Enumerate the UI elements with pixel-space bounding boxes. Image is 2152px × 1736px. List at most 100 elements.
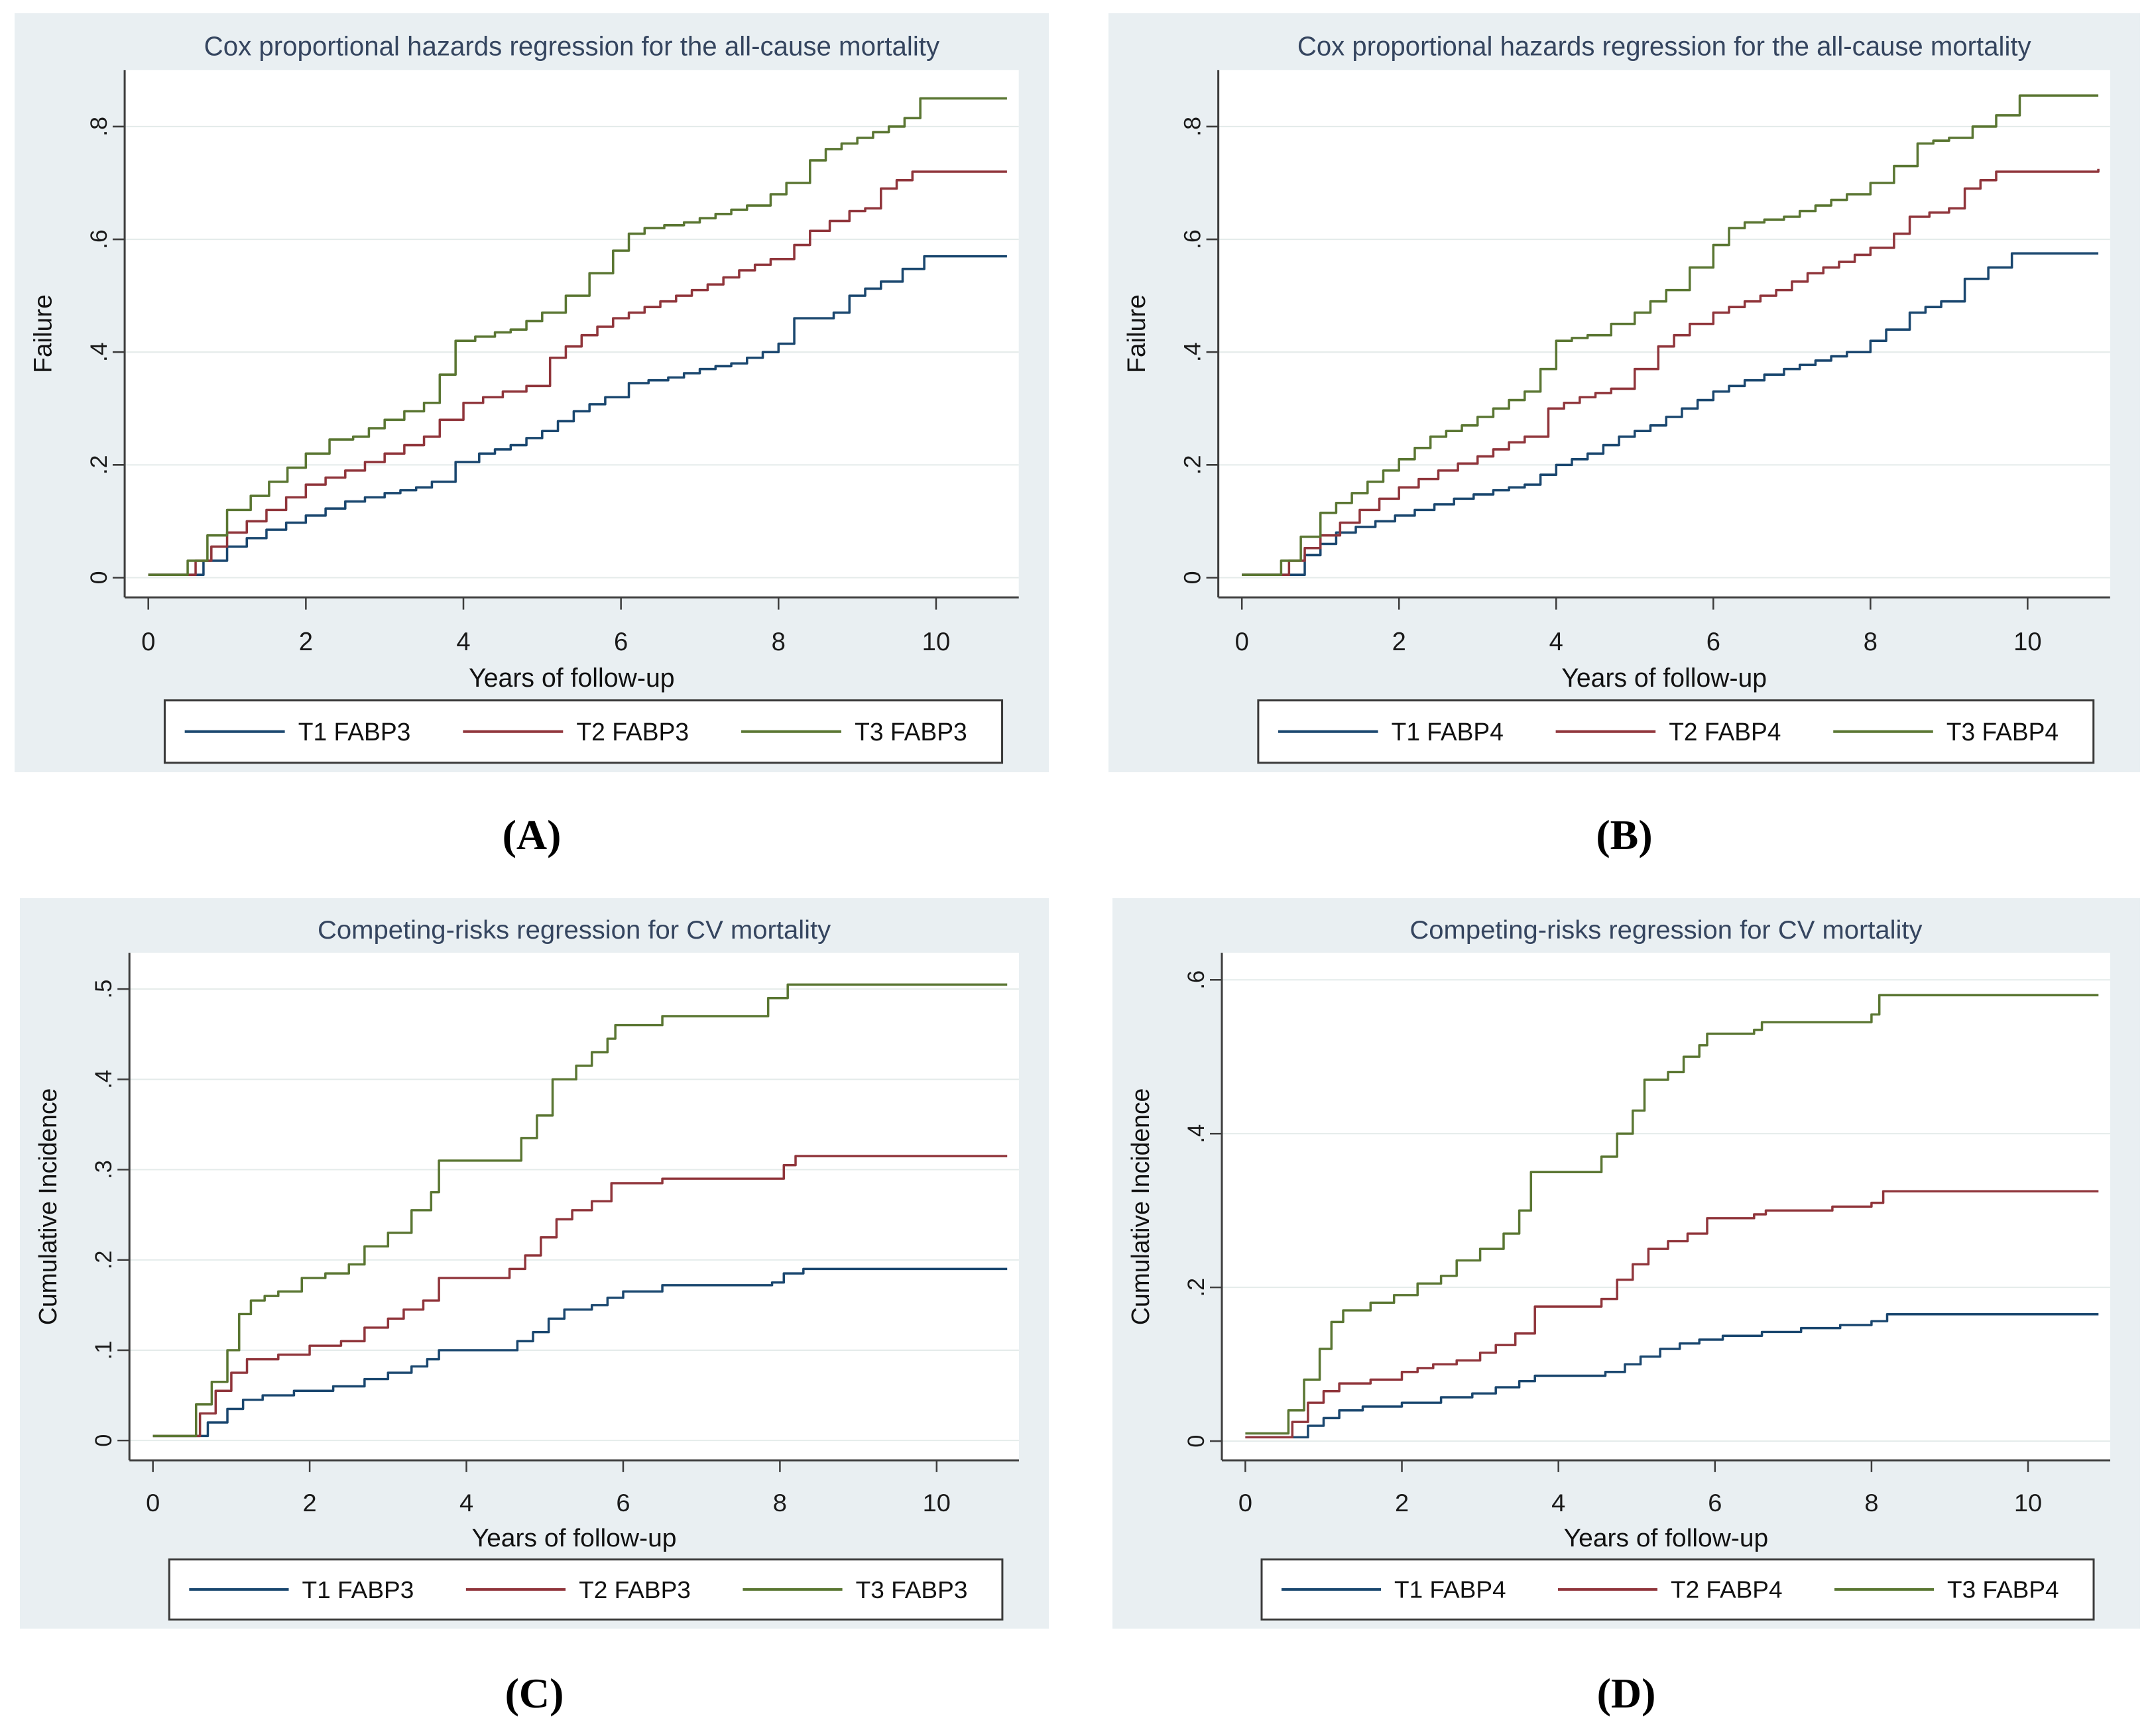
series-t3-fabp4 [1242,94,2099,576]
y-tick-label: .4 [91,1070,117,1089]
x-axis-title: Years of follow-up [1561,664,1767,693]
chart-svg-a: Cox proportional hazards regression for … [29,30,1019,764]
plot-area [1222,953,2110,1461]
series-t2-fabp4 [1242,168,2100,576]
legend-box [1257,699,2095,764]
y-tick-label: .3 [91,1160,117,1179]
x-tick-label: 8 [1864,1489,1878,1517]
panel-a-cox-fabp3: Cox proportional hazards regression for … [15,13,1049,772]
chart-title: Cox proportional hazards regression for … [1297,30,2031,61]
x-tick-label: 4 [1549,628,1563,656]
series-t1-fabp4 [1242,252,2099,576]
y-axis-title: Cumulative Incidence [34,1088,62,1325]
legend-box [163,699,1004,764]
chart-svg-d: Competing-risks regression for CV mortal… [1126,915,2110,1621]
x-tick-label: 2 [303,1489,317,1517]
y-tick-label: .2 [86,455,112,475]
x-tick-label: 2 [1392,628,1406,656]
x-tick-label: 0 [1235,628,1249,656]
legend-label: T2 FABP4 [1671,1576,1783,1603]
y-tick-label: .8 [86,117,112,137]
x-tick-label: 10 [2013,628,2041,656]
y-tick-label: 0 [1184,1435,1209,1448]
x-axis-title: Years of follow-up [472,1524,677,1552]
legend-label: T2 FABP3 [579,1576,691,1603]
y-axis-title: Failure [29,294,58,373]
x-tick-label: 6 [1706,628,1720,656]
legend-label: T1 FABP3 [298,718,411,746]
legend-label: T1 FABP4 [1392,718,1504,746]
series-t2-fabp4 [1245,1190,2099,1439]
y-tick-label: .2 [1179,455,1206,475]
y-tick-label: .2 [91,1250,117,1269]
legend-label: T3 FABP4 [1947,1576,2059,1603]
x-tick-label: 2 [299,628,313,656]
legend-label: T3 FABP4 [1946,718,2059,746]
y-tick-label: .8 [1179,117,1206,137]
y-tick-label: .2 [1184,1278,1209,1297]
series-t2-fabp3 [148,170,1007,576]
y-axis-title: Cumulative Incidence [1126,1088,1154,1325]
series-t2-fabp3 [152,1155,1008,1438]
series-t1-fabp3 [148,255,1007,576]
chart-svg-c: Competing-risks regression for CV mortal… [34,915,1019,1621]
panel-letter-d: (D) [1596,1670,1656,1717]
y-tick-label: .6 [86,229,112,249]
x-tick-label: 6 [1708,1489,1722,1517]
x-axis-title: Years of follow-up [469,664,674,693]
x-tick-label: 2 [1395,1489,1409,1517]
series-t3-fabp4 [1245,994,2099,1435]
x-tick-label: 10 [923,1489,951,1517]
y-tick-label: .1 [91,1341,117,1360]
y-tick-label: .4 [1184,1124,1209,1143]
y-tick-label: 0 [1179,571,1206,585]
y-tick-label: 0 [86,571,112,585]
x-tick-label: 8 [1864,628,1878,656]
legend-label: T2 FABP4 [1669,718,1781,746]
panel-d-competing-risks-fabp4: Competing-risks regression for CV mortal… [1112,898,2140,1629]
chart-title: Cox proportional hazards regression for … [204,30,940,61]
y-tick-label: .6 [1184,970,1209,990]
legend-label: T1 FABP3 [302,1576,414,1603]
x-axis-title: Years of follow-up [1564,1524,1768,1552]
plot-area [125,70,1019,598]
chart-title: Competing-risks regression for CV mortal… [318,915,831,945]
x-tick-label: 6 [614,628,628,656]
panel-letter-a: (A) [502,811,562,858]
plot-area [129,953,1019,1461]
legend-label: T3 FABP3 [855,718,967,746]
y-tick-label: 0 [91,1434,117,1447]
series-t1-fabp4 [1245,1313,2099,1439]
x-tick-label: 10 [922,628,951,656]
series-t1-fabp3 [152,1267,1008,1438]
chart-title: Competing-risks regression for CV mortal… [1409,915,1922,945]
series-t3-fabp3 [152,983,1008,1438]
legend-label: T2 FABP3 [576,718,689,746]
y-tick-label: .6 [1179,229,1206,249]
legend-label: T1 FABP4 [1394,1576,1506,1603]
panel-b-cox-fabp4: Cox proportional hazards regression for … [1108,13,2140,772]
x-tick-label: 0 [141,628,155,656]
x-tick-label: 8 [773,1489,787,1517]
x-tick-label: 0 [1238,1489,1252,1517]
y-tick-label: .4 [86,342,112,362]
x-tick-label: 4 [1551,1489,1565,1517]
x-tick-label: 0 [146,1489,160,1517]
panel-c-competing-risks-fabp3: Competing-risks regression for CV mortal… [20,898,1049,1629]
plot-area [1218,70,2110,598]
legend-label: T3 FABP3 [856,1576,968,1603]
y-axis-title: Failure [1123,294,1152,373]
x-tick-label: 6 [616,1489,630,1517]
panel-letter-c: (C) [505,1670,564,1717]
legend-box [1260,1558,2095,1621]
chart-svg-b: Cox proportional hazards regression for … [1123,30,2110,764]
x-tick-label: 10 [2014,1489,2042,1517]
x-tick-label: 8 [772,628,786,656]
y-tick-label: .5 [91,980,117,999]
panel-letter-b: (B) [1596,811,1653,858]
y-tick-label: .4 [1179,342,1206,362]
x-tick-label: 4 [456,628,470,656]
series-t3-fabp3 [148,97,1007,576]
x-tick-label: 4 [459,1489,473,1517]
